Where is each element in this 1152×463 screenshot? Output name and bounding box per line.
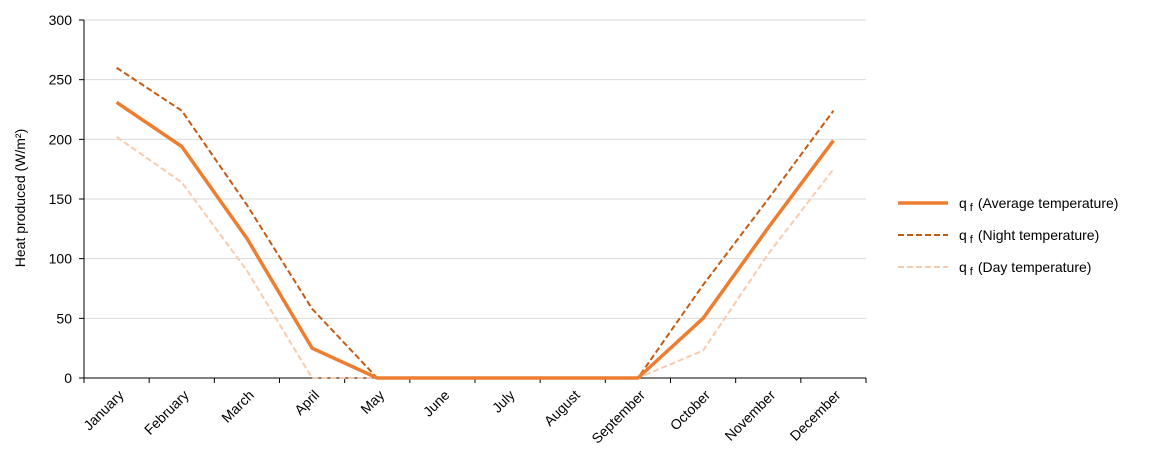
legend-series-name: q [959,259,967,275]
y-tick-label: 100 [49,251,73,267]
y-tick-label: 0 [64,370,72,386]
legend: q f (Average temperature)q f (Night temperat… [898,195,1118,278]
legend-label-2: q f (Day temperature) [959,259,1091,278]
legend-series-suffix: (Average temperature) [978,195,1119,211]
y-axis-title: Heat produced (W/m²) [12,129,28,267]
legend-series-subscript: f [970,234,974,246]
x-tick-label: March [218,387,257,426]
x-tick-label: October [667,387,714,434]
x-tick-labels: January February March April May June July Augu… [80,387,844,447]
y-tick-label: 250 [49,72,73,88]
legend-label-1: q f (Night temperature) [959,227,1099,246]
x-tick-label: February [141,387,192,438]
y-tick-label: 50 [56,310,72,326]
x-tick-label: July [489,387,518,416]
y-tick-label: 150 [49,191,73,207]
legend-series-name: q [959,227,967,243]
series-line-0 [115,100,835,380]
x-tick-label: September [588,387,648,447]
legend-series-subscript: f [970,266,974,278]
x-tick-label: June [420,387,453,420]
x-tick-label: December [787,387,844,444]
legend-series-suffix: (Day temperature) [978,259,1092,275]
legend-label-0: q f (Average temperature) [959,195,1118,214]
x-tick-label: January [80,387,127,434]
y-tick-label: 200 [49,131,73,147]
legend-series-name: q [959,195,967,211]
x-tick-label: May [357,387,387,417]
legend-series-suffix: (Night temperature) [978,227,1099,243]
series-lines [115,66,835,380]
x-tick-label: April [291,387,322,418]
x-tick-label: August [541,387,583,429]
y-tick-label: 300 [49,12,73,28]
series-line-1 [116,66,835,379]
gridlines [84,19,866,319]
legend-series-subscript: f [970,202,974,214]
y-tick-labels: 0 50 100 150 200 250 300 [49,12,73,386]
x-tick-label: November [721,387,778,444]
